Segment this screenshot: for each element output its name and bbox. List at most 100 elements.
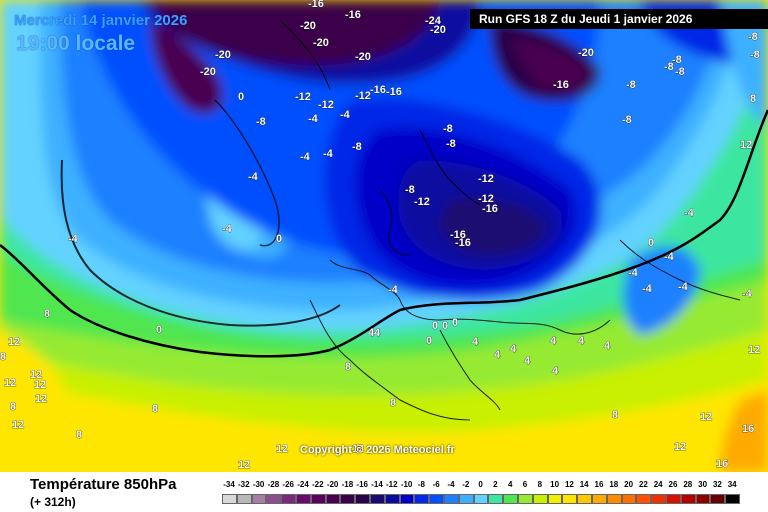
isotherm-label: 12 (4, 377, 16, 389)
isotherm-label: 0 (442, 320, 448, 332)
scale-swatch (606, 494, 622, 504)
scale-tick-label: 0 (478, 480, 483, 489)
isotherm-label: -16 (345, 9, 361, 21)
scale-swatch (369, 494, 385, 504)
isotherm-label: -12 (414, 196, 430, 208)
scale-ticks: -34 -32 -30 -28 -26 -24 -22 -20 -18 -16 -14 -12 -10-… (222, 480, 742, 492)
scale-swatch (517, 494, 533, 504)
isotherm-label: -4 (323, 148, 334, 160)
scale-swatch (251, 494, 267, 504)
isotherm-label: 0 (156, 324, 162, 336)
color-scale: -34 -32 -30 -28 -26 -24 -22 -20 -18 -16 -14 -12 -10-… (222, 480, 742, 504)
scale-swatch (310, 494, 326, 504)
scale-swatch (340, 494, 356, 504)
forecast-time: 19:00 locale (16, 32, 136, 55)
isotherm-label: 8 (345, 361, 351, 373)
scale-tick-label: -14 (371, 480, 383, 489)
isotherm-label: -4 (388, 284, 399, 296)
scale-swatch (562, 494, 578, 504)
isotherm-label: -16 (386, 86, 402, 98)
scale-tick-label: 14 (579, 480, 589, 489)
isotherm-label: -16 (308, 0, 324, 10)
scale-tick-label: 12 (564, 480, 574, 489)
scale-swatch (503, 494, 518, 504)
scale-swatch (710, 494, 726, 504)
scale-tick-label: -10 (400, 480, 413, 489)
scale-tick-label: 30 (698, 480, 708, 489)
isotherm-label: -4 (678, 281, 689, 293)
scale-tick-label: 2 (493, 480, 498, 489)
scale-swatch (458, 494, 474, 504)
scale-tick-label: 24 (653, 480, 663, 489)
temperature-map: -16 -16 -20 -20 -20 -24 -20 -20 -20 -16 … (0, 0, 768, 472)
scale-tick-label: -6 (432, 480, 440, 489)
scale-swatch (695, 494, 711, 504)
scale-tick-label: 26 (668, 480, 678, 489)
isotherm-label: 8 (390, 397, 396, 409)
scale-swatch (399, 494, 415, 504)
scale-tick-label: -16 (356, 480, 368, 489)
isotherm-label: -12 (355, 90, 371, 102)
scale-swatch (488, 494, 504, 504)
isotherm-label: -20 (300, 20, 316, 32)
isotherm-label: 4 (494, 349, 501, 361)
isotherm-label: 8 (10, 401, 16, 413)
isotherm-label: -20 (355, 51, 371, 63)
isotherm-label: 4 (550, 335, 557, 347)
scale-tick-label: -26 (282, 480, 294, 489)
scale-swatch (443, 494, 459, 504)
scale-tick-label: -12 (386, 480, 398, 489)
isotherm-label: -8 (352, 141, 362, 153)
isotherm-label: 0 (452, 317, 458, 329)
scale-tick-label: -20 (326, 480, 339, 489)
scale-swatch (577, 494, 592, 504)
isotherm-label: 8 (0, 351, 6, 363)
scale-swatch (473, 494, 489, 504)
scale-tick-label: 34 (727, 480, 737, 489)
scale-tick-label: -34 (223, 480, 235, 489)
scale-tick-label: -24 (297, 480, 309, 489)
isotherm-label: -8 (405, 184, 415, 196)
scale-tick-label: -32 (238, 480, 250, 489)
isotherm-label: -16 (482, 203, 498, 215)
scale-swatch (621, 494, 637, 504)
isotherm-label: -8 (672, 54, 682, 66)
isotherm-label: 12 (276, 443, 288, 455)
scale-tick-label: -4 (447, 480, 455, 489)
isotherm-label: -8 (750, 49, 760, 61)
scale-tick-label: 32 (712, 480, 722, 489)
legend: Température 850hPa (+ 312h) -34 -32 -30 -28… (0, 472, 768, 512)
isotherm-label: 16 (742, 423, 754, 435)
scale-swatch (222, 494, 237, 504)
scale-tick-label: 10 (550, 480, 560, 489)
scale-tick-label: -30 (252, 480, 265, 489)
scale-swatch (281, 494, 296, 504)
scale-tick-label: -22 (312, 480, 324, 489)
scale-swatch (665, 494, 681, 504)
scale-tick-label: -28 (267, 480, 280, 489)
isotherm-label: -20 (215, 49, 231, 61)
legend-title: Température 850hPa (30, 476, 177, 493)
isotherm-label: -4 (248, 171, 259, 183)
scale-swatch (547, 494, 563, 504)
isotherm-label: 0 (432, 320, 438, 332)
isotherm-label: -16 (370, 84, 386, 96)
scale-swatch (384, 494, 400, 504)
isotherm-label: 12 (30, 369, 42, 381)
isotherm-label: -16 (450, 229, 466, 241)
isotherm-label: -4 (308, 113, 319, 125)
isotherm-label: 12 (35, 393, 47, 405)
scale-swatch (266, 494, 282, 504)
isotherm-label: 4 (552, 365, 559, 377)
scale-tick-label: 4 (507, 480, 513, 489)
isotherm-label: 4 (510, 343, 517, 355)
scale-swatch (651, 494, 666, 504)
isotherm-label: 4 (472, 336, 479, 348)
isotherm-label: 0 (238, 91, 244, 103)
scale-swatch (591, 494, 607, 504)
scale-tick-label: 6 (522, 480, 528, 489)
isotherm-label: 4 (368, 327, 375, 339)
isotherm-label: 8 (76, 429, 82, 441)
isotherm-label: -8 (446, 138, 456, 150)
isotherm-label: -4 (642, 283, 653, 295)
